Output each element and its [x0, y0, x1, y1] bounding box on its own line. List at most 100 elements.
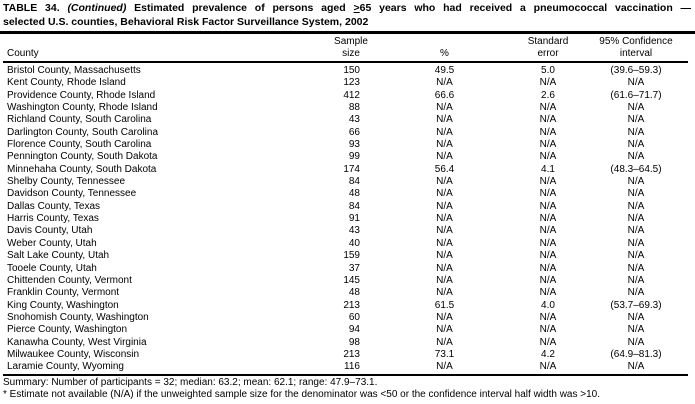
sample-size-cell: 60 — [348, 311, 360, 323]
percent-cell: 56.4 — [434, 163, 455, 175]
sample-size-cell: 94 — [348, 324, 360, 336]
county-cell: Bristol County, Massachusetts — [7, 65, 141, 76]
table-label: TABLE 34. — [3, 2, 60, 14]
sample-size-cell: 99 — [348, 151, 360, 163]
sample-size-cell: 123 — [343, 77, 360, 89]
table-row: Snohomish County, Washington 60 N/A N/A … — [3, 312, 688, 324]
percent-cell: N/A — [436, 324, 453, 336]
county-cell: King County, Washington — [7, 299, 119, 311]
table-title: TABLE 34. (Continued) Estimated prevalen… — [3, 2, 691, 29]
header-row: County Sample size % Standard error 95% … — [3, 34, 688, 63]
county-cell: Kanawha County, West Virginia — [7, 336, 147, 348]
title-divider-rule — [0, 31, 695, 34]
county-cell: Davidson County, Tennessee — [7, 188, 137, 200]
confidence-interval-cell: (53.7–69.3) — [610, 299, 662, 311]
sample-size-cell: 40 — [348, 237, 360, 249]
confidence-interval-cell: N/A — [627, 225, 645, 237]
table-header: County Sample size % Standard error 95% … — [3, 34, 688, 63]
standard-error-cell: N/A — [539, 126, 557, 138]
county-cell: Richland County, South Carolina — [7, 114, 152, 126]
table-row: Weber County, Utah 40 N/A N/A N/A — [3, 238, 688, 250]
sample-size-cell: 145 — [343, 274, 360, 286]
table-row: Florence County, South Carolina 93 N/A N… — [3, 139, 688, 151]
standard-error-cell: 2.6 — [541, 89, 555, 101]
table-title-line2: selected U.S. counties, Behavioral Risk … — [3, 15, 369, 28]
sample-size-cell: 98 — [348, 336, 360, 348]
standard-error-cell: N/A — [539, 114, 557, 126]
standard-error-cell: N/A — [539, 274, 557, 286]
sample-size-cell: 91 — [348, 213, 360, 225]
standard-error-cell: N/A — [539, 225, 557, 237]
geq-symbol: > — [353, 2, 360, 14]
percent-cell: N/A — [436, 151, 453, 163]
sample-size-cell: 43 — [348, 114, 360, 126]
sample-size-cell: 412 — [343, 89, 360, 101]
standard-error-cell: N/A — [539, 188, 557, 200]
confidence-interval-cell: N/A — [627, 311, 645, 323]
table-row: Pierce County, Washington 94 N/A N/A N/A — [3, 324, 688, 336]
percent-cell: 61.5 — [434, 299, 455, 311]
county-cell: Davis County, Utah — [7, 225, 93, 237]
confidence-interval-cell: (48.3–64.5) — [610, 163, 662, 175]
sample-size-cell: 213 — [343, 348, 360, 360]
column-header-confidence-interval: 95% Confidence interval — [584, 34, 688, 63]
percent-cell: N/A — [436, 200, 453, 212]
percent-cell: N/A — [436, 361, 453, 373]
confidence-interval-cell: N/A — [627, 250, 645, 262]
table-row: Kent County, Rhode Island 123 N/A N/A N/… — [3, 77, 688, 89]
confidence-interval-cell: N/A — [627, 151, 645, 163]
standard-error-cell: N/A — [539, 250, 557, 262]
table-row: Tooele County, Utah 37 N/A N/A N/A — [3, 263, 688, 275]
county-cell: Minnehaha County, South Dakota — [7, 163, 157, 175]
confidence-interval-cell: N/A — [627, 102, 645, 114]
standard-error-cell: N/A — [539, 213, 557, 225]
sample-size-cell: 84 — [348, 200, 360, 212]
title-text-before: Estimated prevalence of persons aged — [134, 2, 346, 14]
sample-size-cell: 174 — [343, 163, 360, 175]
percent-cell: N/A — [436, 102, 453, 114]
table-row: Laramie County, Wyoming 116 N/A N/A N/A — [3, 361, 688, 374]
sample-size-cell: 43 — [348, 225, 360, 237]
percent-cell: N/A — [436, 213, 453, 225]
percent-cell: N/A — [436, 250, 453, 262]
table-body: Bristol County, Massachusetts 150 49.5 5… — [3, 62, 688, 375]
column-header-percent: % — [377, 34, 512, 63]
confidence-interval-cell: N/A — [627, 139, 645, 151]
confidence-interval-cell: N/A — [627, 336, 645, 348]
standard-error-cell: N/A — [539, 324, 557, 336]
standard-error-cell: N/A — [539, 176, 557, 188]
percent-cell: N/A — [436, 139, 453, 151]
percent-cell: N/A — [436, 188, 453, 200]
table-row: Kanawha County, West Virginia 98 N/A N/A… — [3, 337, 688, 349]
standard-error-cell: N/A — [539, 287, 557, 299]
continued-label: (Continued) — [67, 2, 127, 14]
sample-size-cell: 116 — [344, 361, 360, 373]
column-header-county: County — [3, 34, 325, 63]
standard-error-cell: N/A — [539, 200, 557, 212]
confidence-interval-cell: N/A — [627, 237, 645, 249]
sample-size-cell: 48 — [348, 188, 360, 200]
table-row: Washington County, Rhode Island 88 N/A N… — [3, 102, 688, 114]
percent-cell: N/A — [436, 311, 453, 323]
confidence-interval-cell: N/A — [627, 200, 645, 212]
confidence-interval-cell: N/A — [627, 188, 645, 200]
confidence-interval-cell: N/A — [627, 213, 645, 225]
confidence-interval-cell: N/A — [627, 324, 645, 336]
title-text-after: 65 years who had received a pneumococcal… — [359, 2, 692, 14]
confidence-interval-cell: (64.9–81.3) — [610, 348, 662, 360]
confidence-interval-cell: N/A — [627, 126, 645, 138]
county-cell: Salt Lake County, Utah — [7, 250, 110, 262]
percent-cell: N/A — [436, 274, 453, 286]
standard-error-cell: N/A — [539, 262, 557, 274]
table-row: Pennington County, South Dakota 99 N/A N… — [3, 151, 688, 163]
summary-line: Summary: Number of participants = 32; me… — [3, 376, 378, 388]
percent-cell: N/A — [436, 336, 453, 348]
percent-cell: 73.1 — [434, 348, 455, 360]
county-cell: Dallas County, Texas — [7, 200, 101, 212]
footnote-line: * Estimate not available (N/A) if the un… — [3, 388, 600, 400]
confidence-interval-cell: N/A — [627, 274, 645, 286]
county-cell: Darlington County, South Carolina — [7, 126, 159, 138]
sample-size-cell: 48 — [348, 287, 360, 299]
table-row: Salt Lake County, Utah 159 N/A N/A N/A — [3, 250, 688, 262]
